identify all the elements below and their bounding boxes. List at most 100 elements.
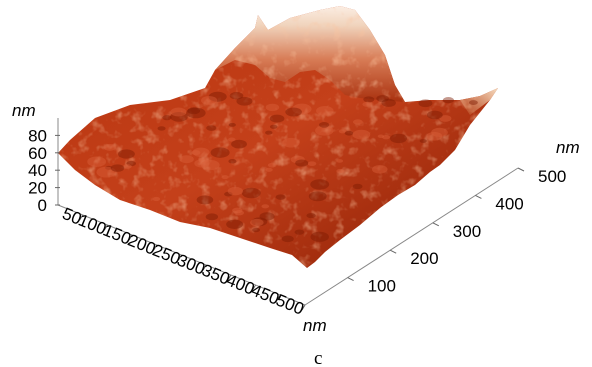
- surface-grain: [382, 135, 391, 140]
- surface-grain: [265, 130, 273, 135]
- surface-grain: [192, 147, 210, 157]
- surface-grain: [221, 175, 229, 180]
- surface-grain: [308, 191, 327, 202]
- surface-grain: [362, 101, 372, 107]
- surface-grain: [376, 95, 389, 102]
- x-tick-mark: [252, 284, 257, 291]
- y-tick-mark: [347, 277, 354, 282]
- surface-grain: [229, 92, 244, 100]
- surface-grain: [103, 143, 117, 151]
- surface-grain: [267, 162, 277, 168]
- surface-grains: [87, 91, 478, 243]
- y-axis-line: [304, 167, 519, 306]
- surface-grain: [269, 114, 285, 123]
- x-tick-mark: [301, 304, 306, 311]
- surface-grain: [250, 218, 264, 227]
- x-tick-mark: [202, 264, 207, 271]
- surface-grain: [316, 106, 334, 116]
- surface-grain: [118, 149, 135, 159]
- surface-grain: [252, 227, 260, 233]
- y-tick-label: 400: [495, 194, 523, 213]
- surface-grain: [191, 150, 201, 156]
- surface-grain: [295, 159, 309, 167]
- z-tick-label: 20: [28, 179, 47, 198]
- x-tick-mark: [276, 294, 281, 301]
- surface-grain: [468, 100, 478, 106]
- surface-grain: [338, 129, 347, 134]
- surface-grain: [201, 96, 218, 105]
- z-axis-unit-label: nm: [12, 101, 36, 120]
- surface-grain: [110, 164, 125, 172]
- surface-grain: [310, 231, 329, 242]
- x-axis-unit-label: nm: [303, 316, 327, 335]
- surface-grain: [228, 122, 236, 127]
- surface-grain: [336, 159, 344, 163]
- y-tick-label: 200: [410, 249, 438, 268]
- surface-grain: [105, 165, 113, 170]
- x-tick-mark: [103, 224, 108, 231]
- surface-grain: [281, 235, 294, 243]
- surface-grain: [310, 179, 330, 190]
- surface-grain: [170, 111, 188, 122]
- surface-grain: [275, 194, 286, 200]
- surface-grain: [205, 213, 219, 221]
- surface-grain: [439, 115, 452, 122]
- surface-grain: [228, 159, 237, 164]
- surface-grain: [226, 219, 244, 229]
- surface-grain: [126, 160, 137, 167]
- surface-grain: [152, 196, 161, 202]
- surface-grain: [381, 98, 396, 107]
- surface-grain: [294, 229, 305, 235]
- surface-grain: [194, 159, 210, 168]
- z-tick-label: 0: [38, 196, 47, 215]
- surface-grain: [231, 139, 247, 149]
- surface-grain: [96, 166, 117, 178]
- surface-grain: [431, 127, 448, 137]
- x-tick-mark: [153, 244, 158, 251]
- y-tick-mark: [475, 194, 482, 199]
- surface-grain: [206, 125, 217, 131]
- surface-grain: [241, 187, 261, 199]
- afm-surface: [58, 6, 498, 268]
- y-tick-label: 100: [368, 277, 396, 296]
- surface-grain: [123, 164, 132, 169]
- surface-grain: [208, 91, 227, 102]
- y-tick-mark: [389, 249, 397, 254]
- surface-grain: [269, 124, 278, 129]
- surface-grain: [426, 110, 443, 120]
- x-tick-mark: [227, 274, 232, 281]
- surface-grain: [234, 210, 245, 216]
- surface-grain: [318, 122, 330, 128]
- surface-grain: [389, 133, 407, 144]
- x-tick-mark: [79, 214, 84, 221]
- surface-grain: [290, 155, 305, 164]
- surface-grain: [344, 130, 354, 136]
- y-axis-unit-label: nm: [556, 138, 580, 157]
- surface-grain: [196, 195, 214, 205]
- x-tick-label: 500: [273, 290, 306, 318]
- surface-grain: [162, 115, 172, 121]
- surface-texture: [58, 6, 498, 268]
- surface-grain: [282, 137, 300, 148]
- figure-caption: c: [314, 348, 322, 367]
- surface-grain: [179, 155, 194, 164]
- surface-grain: [227, 186, 244, 196]
- y-tick-label: 300: [453, 222, 481, 241]
- surface-grain: [377, 134, 385, 138]
- surface-grain: [292, 103, 312, 115]
- surface-grain: [259, 212, 275, 221]
- y-axis-ticks: 100 200 300 400 500: [347, 167, 566, 296]
- surface-grain: [198, 157, 209, 164]
- surface-grain: [363, 96, 375, 103]
- surface-grain: [352, 183, 363, 190]
- surface-grain: [228, 137, 236, 142]
- surface-grain: [224, 191, 233, 197]
- x-tick-mark: [128, 234, 133, 241]
- surface-grain: [371, 165, 388, 174]
- z-tick-label: 40: [28, 161, 47, 180]
- surface-grain: [419, 139, 427, 144]
- y-tick-label: 500: [538, 167, 566, 186]
- surface-grain: [336, 168, 345, 174]
